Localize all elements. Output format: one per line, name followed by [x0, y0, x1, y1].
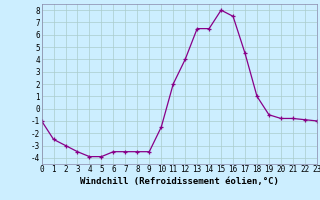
X-axis label: Windchill (Refroidissement éolien,°C): Windchill (Refroidissement éolien,°C) [80, 177, 279, 186]
